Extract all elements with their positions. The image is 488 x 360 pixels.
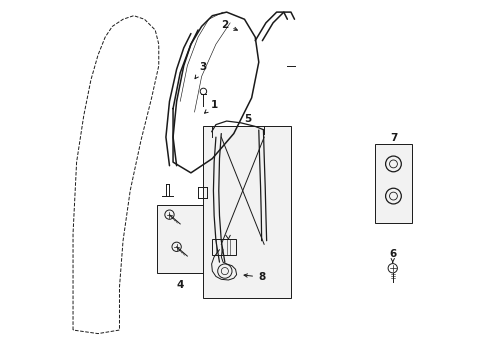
Text: 3: 3 [195,63,206,79]
Bar [374,144,411,223]
Bar [212,239,235,255]
Text: 2: 2 [221,19,237,30]
Text: 7: 7 [389,133,396,143]
Text: 6: 6 [388,249,396,262]
Bar [157,205,203,273]
Bar [203,126,290,298]
Text: 5: 5 [243,113,250,123]
Text: 1: 1 [204,100,217,113]
Text: 8: 8 [244,272,264,282]
Text: 4: 4 [176,280,183,291]
